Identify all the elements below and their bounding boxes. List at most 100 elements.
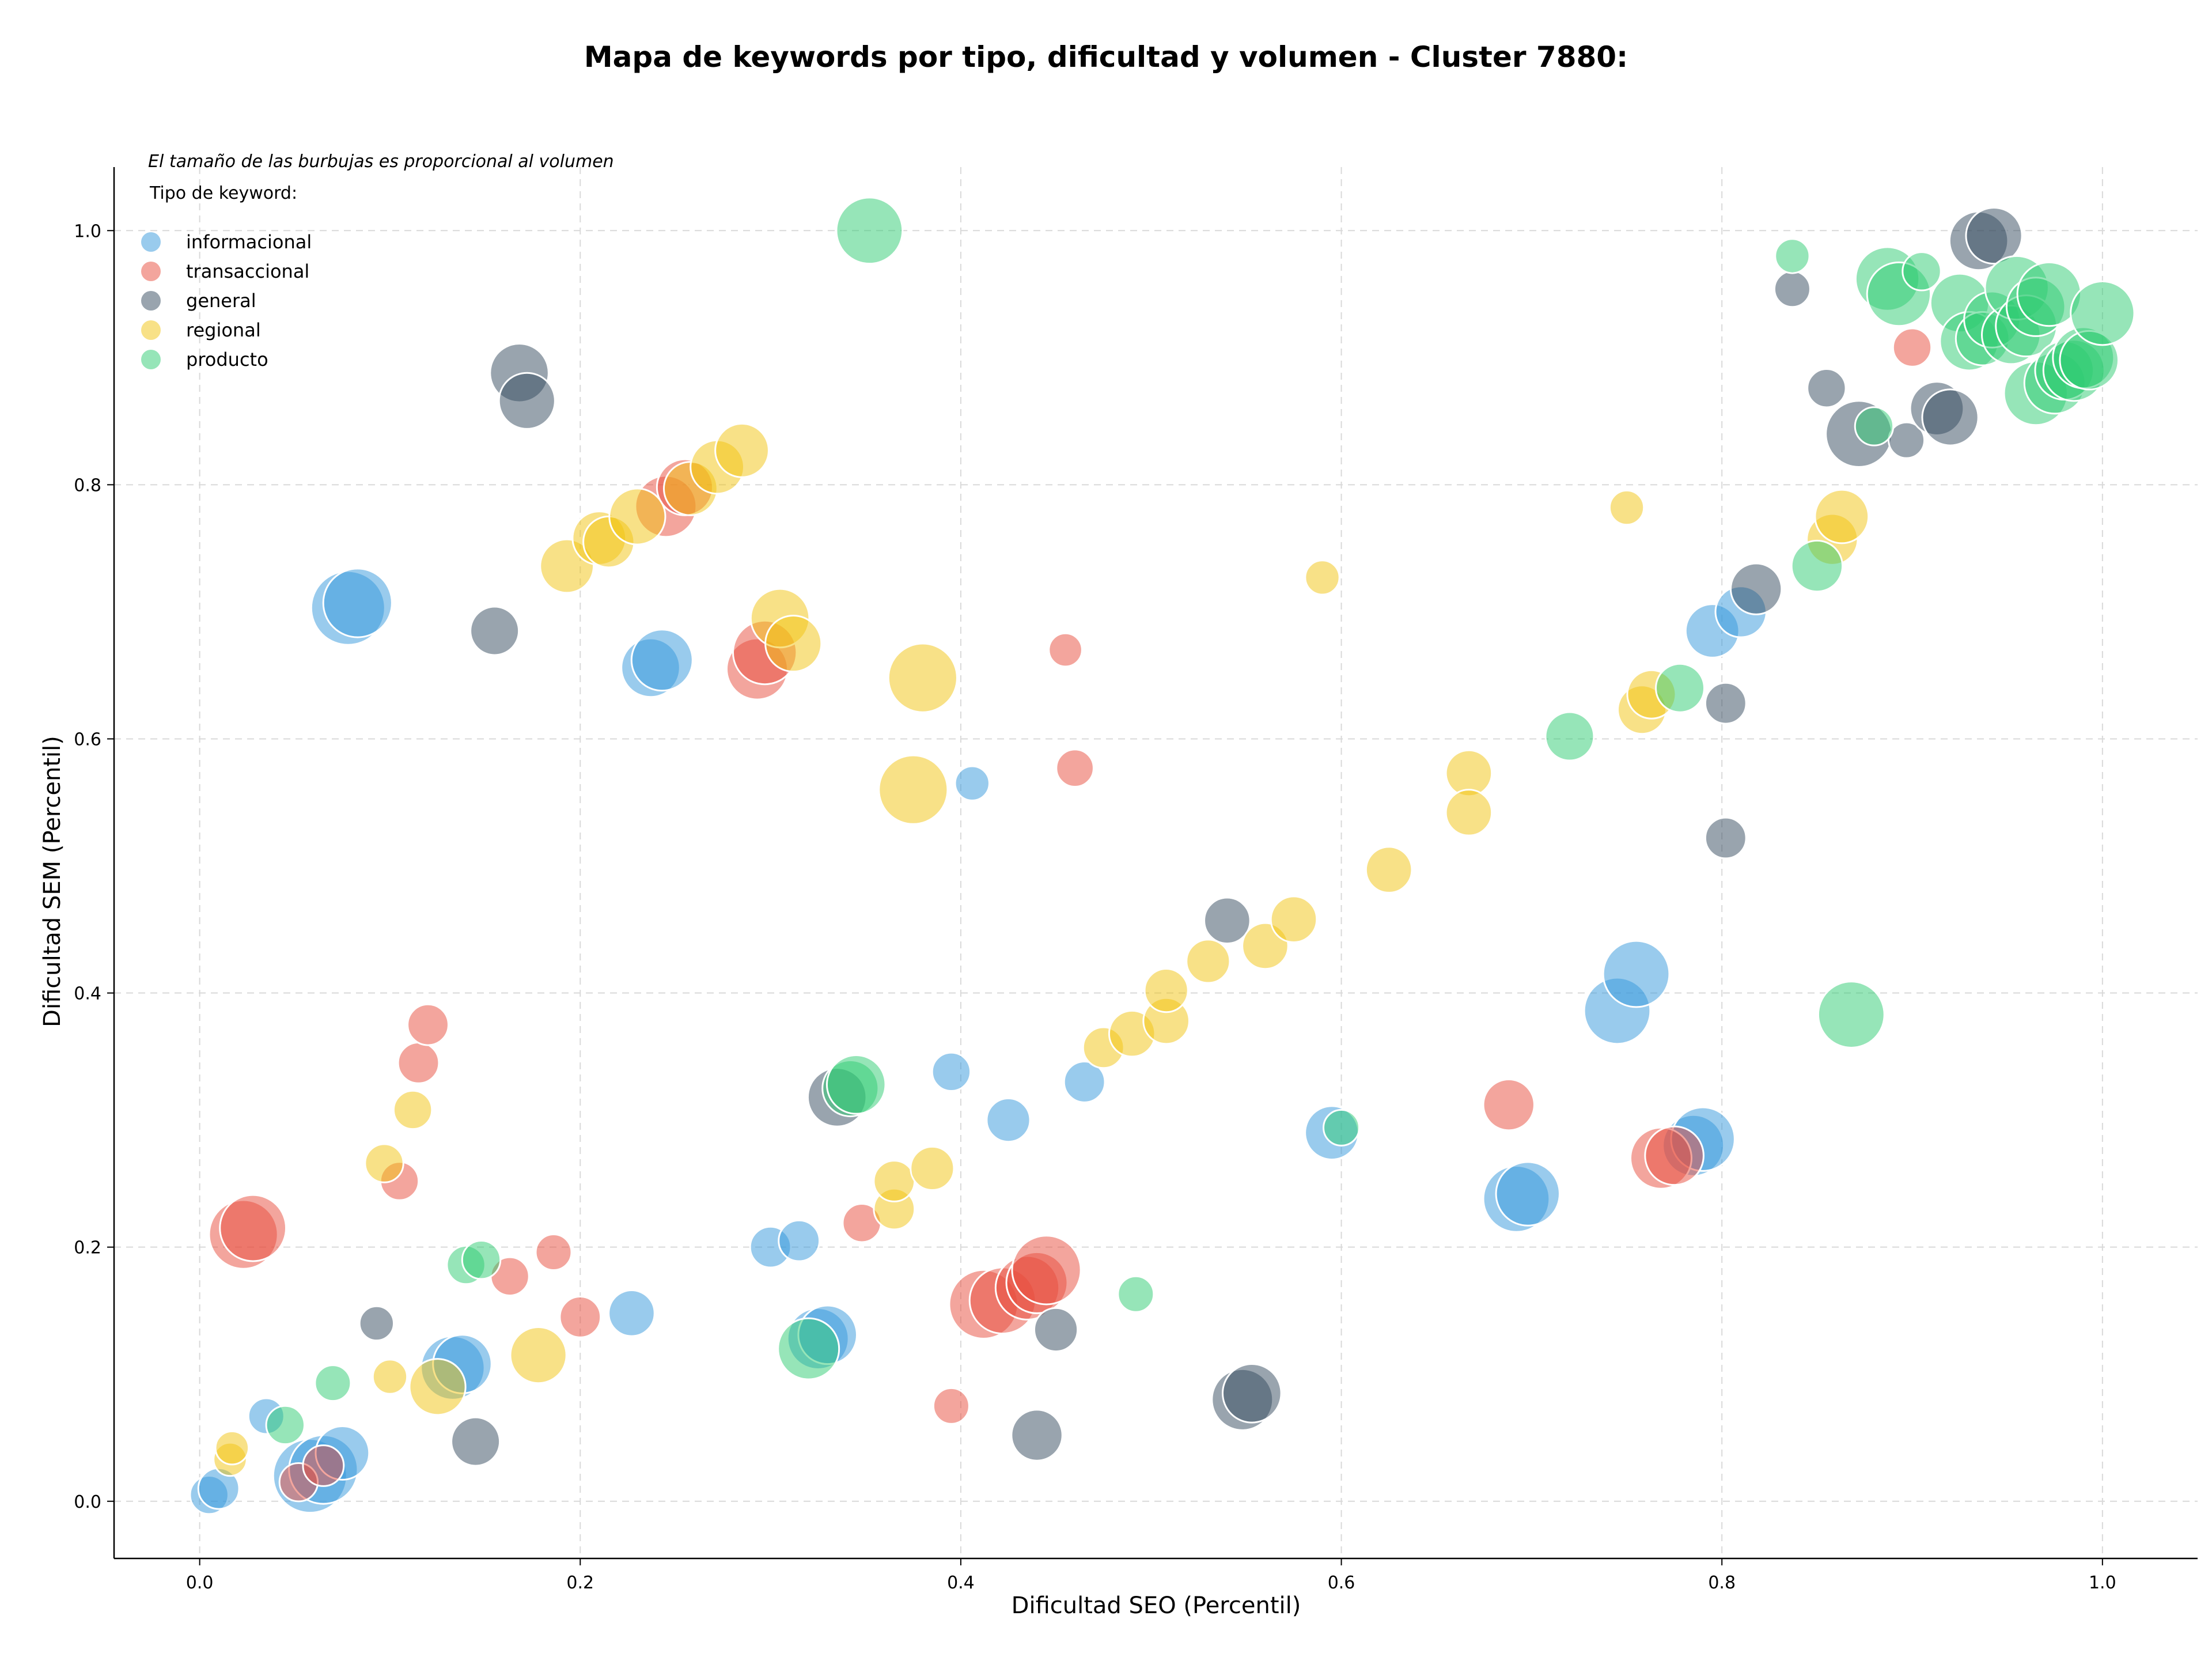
bubble-transaccional — [535, 1233, 573, 1271]
bubble-regional — [372, 1359, 408, 1395]
bubble-regional — [1185, 939, 1231, 984]
bubble-producto — [835, 196, 904, 265]
legend-title: Tipo de keyword: — [149, 183, 297, 203]
bubble-regional — [1304, 559, 1340, 596]
bubble-regional — [1814, 489, 1870, 544]
bubble-producto — [314, 1364, 352, 1402]
bubble-regional — [408, 1358, 467, 1416]
bubble-informacional — [608, 1289, 656, 1337]
bubble-producto — [1817, 981, 1885, 1049]
bubble-regional — [214, 1430, 250, 1466]
legend-label-informacional: informacional — [186, 231, 312, 253]
bubble-producto — [2070, 280, 2135, 346]
legend-marker-informacional — [141, 232, 161, 252]
bubble-general — [498, 372, 556, 430]
bubble-regional — [1445, 789, 1493, 837]
legend-label-general: general — [186, 290, 256, 312]
bubble-regional — [887, 642, 958, 713]
bubble-informacional — [931, 1051, 972, 1092]
bubble-transaccional — [1482, 1078, 1535, 1132]
x-tick-label: 0.0 — [186, 1573, 214, 1593]
bubble-producto — [1790, 539, 1844, 593]
y-tick-label: 1.0 — [74, 221, 101, 241]
bubble-transaccional — [932, 1387, 970, 1425]
bubble-producto — [1902, 251, 1942, 292]
bubble-transaccional — [219, 1194, 287, 1262]
chart-title: Mapa de keywords por tipo, dificultad y … — [584, 40, 1628, 74]
legend-marker-general — [141, 291, 161, 311]
bubble-producto — [1774, 238, 1810, 274]
bubble-transaccional — [397, 1041, 440, 1084]
bubble-regional — [1143, 968, 1189, 1013]
bubble-general — [1729, 562, 1783, 615]
bubble-producto — [1117, 1275, 1155, 1313]
bubble-informacional — [778, 1219, 821, 1262]
bubble-transaccional — [1644, 1125, 1705, 1186]
bubble-producto — [265, 1405, 305, 1446]
bubble-informacional — [630, 629, 694, 692]
bubble-producto — [825, 1054, 887, 1115]
bubble-general — [1010, 1409, 1063, 1462]
legend-marker-producto — [141, 350, 161, 369]
x-tick-label: 1.0 — [2089, 1573, 2116, 1593]
bubble-general — [1888, 421, 1926, 459]
bubble-regional — [392, 1089, 433, 1130]
bubble-general — [1203, 896, 1251, 945]
legend-label-regional: regional — [186, 319, 261, 341]
bubble-general — [1033, 1307, 1079, 1353]
bubble-regional — [714, 422, 770, 478]
x-axis-label: Dificultad SEO (Percentil) — [1012, 1592, 1301, 1619]
legend-label-transaccional: transaccional — [186, 260, 309, 282]
bubble-informacional — [322, 567, 393, 638]
legend-marker-transaccional — [141, 262, 161, 281]
bubble-regional — [1365, 846, 1413, 894]
y-tick-label: 0.4 — [74, 984, 101, 1004]
bubble-general — [1965, 206, 2023, 265]
legend: Tipo de keyword: informacional transaccio… — [141, 183, 312, 370]
bubble-general — [358, 1305, 395, 1342]
y-axis-label: Dificultad SEM (Percentil) — [39, 736, 66, 1027]
bubble-general — [1773, 270, 1811, 308]
bubbles-layer — [189, 196, 2135, 1515]
x-tick-label: 0.6 — [1328, 1573, 1355, 1593]
bubble-general — [1806, 368, 1847, 408]
bubble-general — [1222, 1363, 1282, 1424]
legend-label-producto: producto — [186, 349, 268, 370]
bubble-producto — [777, 1317, 840, 1380]
bubble-general — [1921, 388, 1979, 447]
bubble-transaccional — [302, 1444, 345, 1487]
x-tick-label: 0.4 — [947, 1573, 975, 1593]
bubble-producto — [1544, 711, 1595, 762]
bubble-regional — [1608, 489, 1645, 526]
x-tick-label: 0.2 — [566, 1573, 594, 1593]
bubble-informacional — [1602, 940, 1671, 1008]
ticks: 0.0 0.2 0.4 0.6 0.8 1.0 0.0 0.2 0.4 0.6 0.8 1.0 — [74, 221, 2116, 1593]
bubble-informacional — [986, 1098, 1031, 1143]
bubble-regional — [608, 487, 666, 546]
y-tick-label: 0.8 — [74, 475, 101, 495]
bubble-informacional — [1063, 1061, 1106, 1103]
bubble-transaccional — [1048, 632, 1083, 668]
bubble-producto — [1854, 406, 1895, 447]
bubble-producto — [461, 1240, 502, 1280]
bubble-informacional — [1495, 1161, 1560, 1227]
bubble-transaccional — [407, 1003, 449, 1046]
y-tick-label: 0.0 — [74, 1492, 101, 1512]
axes — [113, 167, 2198, 1560]
legend-marker-regional — [141, 320, 161, 340]
bubble-regional — [878, 754, 949, 825]
y-tick-label: 0.2 — [74, 1238, 101, 1258]
bubble-transaccional — [1011, 1235, 1082, 1306]
bubble-regional — [509, 1326, 567, 1384]
bubble-general — [1704, 816, 1747, 860]
bubble-producto — [1323, 1108, 1361, 1147]
bubble-regional — [910, 1145, 955, 1191]
bubble-general — [1704, 682, 1747, 725]
bubble-regional — [764, 614, 823, 673]
bubble-transaccional — [559, 1296, 602, 1338]
x-tick-label: 0.8 — [1708, 1573, 1736, 1593]
bubble-regional — [873, 1160, 916, 1202]
bubble-general — [469, 606, 520, 656]
bubble-informacional — [954, 765, 990, 801]
